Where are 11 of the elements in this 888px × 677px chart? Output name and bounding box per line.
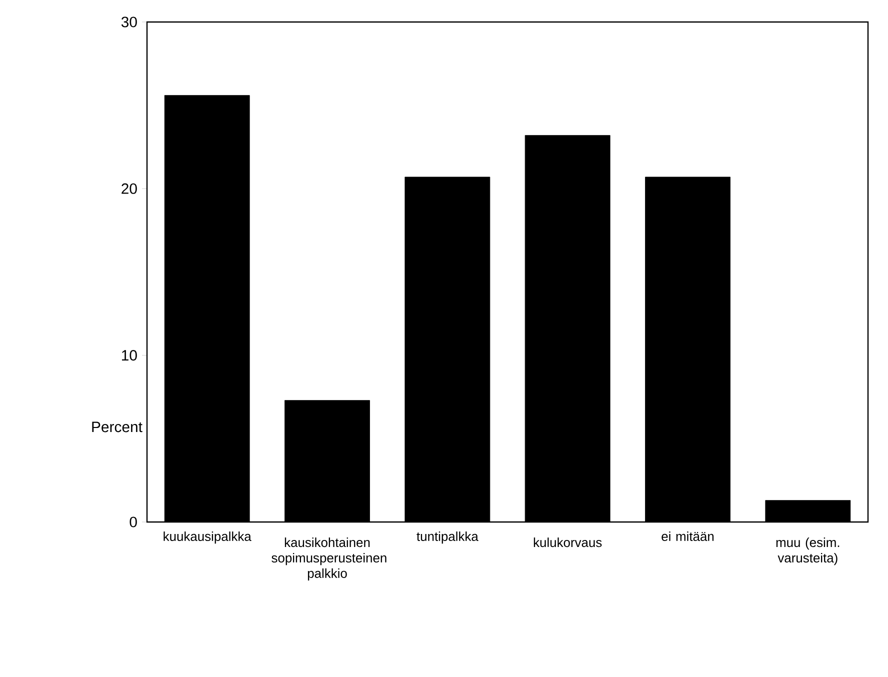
x-tick-label: muu (esim. varusteita) (776, 538, 840, 566)
y-tick-label: 30 (121, 16, 137, 28)
x-tick-label: kausikohtainen sopimusperusteinen palkkio (272, 538, 386, 581)
x-tick-label: kulukorvaus (534, 538, 602, 548)
y-tick-label: 10 (122, 350, 137, 361)
y-axis-title: Percent (92, 422, 142, 432)
y-tick-label: 0 (130, 516, 137, 528)
x-tick-label: ei mitään (662, 531, 714, 542)
x-tick-label: tuntipalkka (416, 531, 478, 544)
x-tick-label: kuukausipalkka (164, 531, 252, 544)
y-tick-label: 20 (122, 183, 137, 194)
